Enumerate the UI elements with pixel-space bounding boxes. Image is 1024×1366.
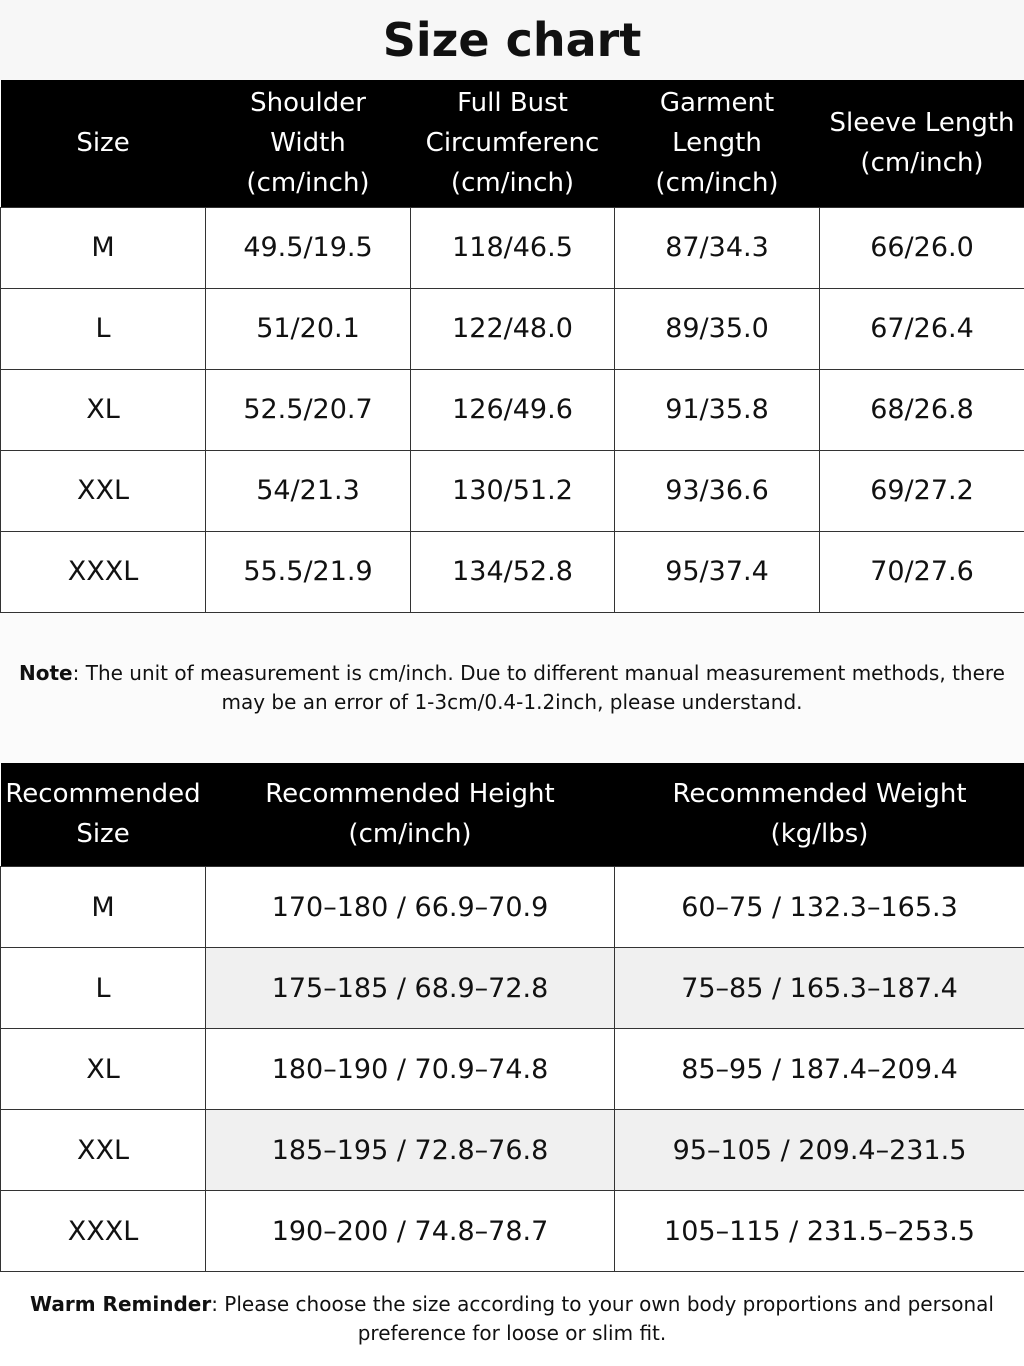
header-line: (cm/inch) [206,163,411,203]
header-line: Recommended [1,774,206,814]
cell: 185–195 / 72.8–76.8 [206,1110,615,1191]
cell: 95/37.4 [615,531,820,612]
reminder-text: Warm Reminder: Please choose the size ac… [30,1290,994,1348]
cell: 118/46.5 [411,207,615,288]
cell: XXXL [1,1191,206,1272]
header-line: Width [206,123,411,163]
cell: L [1,948,206,1029]
cell: 180–190 / 70.9–74.8 [206,1029,615,1110]
cell: 54/21.3 [206,450,411,531]
cell: 60–75 / 132.3–165.3 [615,867,1024,948]
note-body: : The unit of measurement is cm/inch. Du… [73,661,1005,714]
header-line: Garment [615,83,820,123]
header-cell: Size [1,80,206,207]
cell: 49.5/19.5 [206,207,411,288]
header-line: (cm/inch) [411,163,615,203]
title: Size chart [0,0,1024,80]
cell: 91/35.8 [615,369,820,450]
cell: 67/26.4 [820,288,1024,369]
header-line: Recommended Height [206,774,615,814]
cell: 75–85 / 165.3–187.4 [615,948,1024,1029]
header-line: Shoulder [206,83,411,123]
header-line: (kg/lbs) [615,814,1024,854]
cell: 89/35.0 [615,288,820,369]
note: Note: The unit of measurement is cm/inch… [0,613,1024,763]
header-line: (cm/inch) [820,143,1024,183]
cell: 69/27.2 [820,450,1024,531]
cell: 95–105 / 209.4–231.5 [615,1110,1024,1191]
cell: 51/20.1 [206,288,411,369]
cell: XL [1,1029,206,1110]
cell: 175–185 / 68.9–72.8 [206,948,615,1029]
header-line: Length [615,123,820,163]
header-line: Size [1,814,206,854]
reminder-body: : Please choose the size according to yo… [211,1292,994,1345]
cell: XL [1,369,206,450]
reminder-label: Warm Reminder [30,1292,211,1316]
header-line: Recommended Weight [615,774,1024,814]
cell: 134/52.8 [411,531,615,612]
header-line: Full Bust [411,83,615,123]
note-text: Note: The unit of measurement is cm/inch… [6,659,1018,717]
cell: 126/49.6 [411,369,615,450]
header-line: (cm/inch) [615,163,820,203]
cell: 105–115 / 231.5–253.5 [615,1191,1024,1272]
cell: 52.5/20.7 [206,369,411,450]
cell: XXXL [1,531,206,612]
note-label: Note [19,661,73,685]
cell: 70/27.6 [820,531,1024,612]
cell: M [1,207,206,288]
header-line: (cm/inch) [206,814,615,854]
header-line: Circumferenc [411,123,615,163]
cell: 190–200 / 74.8–78.7 [206,1191,615,1272]
cell: L [1,288,206,369]
reminder: Warm Reminder: Please choose the size ac… [0,1272,1024,1366]
cell: 170–180 / 66.9–70.9 [206,867,615,948]
cell: 85–95 / 187.4–209.4 [615,1029,1024,1110]
cell: 130/51.2 [411,450,615,531]
cell: 55.5/21.9 [206,531,411,612]
cell: 87/34.3 [615,207,820,288]
cell: M [1,867,206,948]
header-line: Size [1,123,206,163]
cell: XXL [1,1110,206,1191]
cell: 93/36.6 [615,450,820,531]
header-cell: Recommended Weight(kg/lbs) [615,763,1024,867]
cell: 122/48.0 [411,288,615,369]
cell: 66/26.0 [820,207,1024,288]
cell: XXL [1,450,206,531]
cell: 68/26.8 [820,369,1024,450]
header-cell: Sleeve Length(cm/inch) [820,80,1024,207]
header-line: Sleeve Length [820,103,1024,143]
header-cell: Recommended Height(cm/inch) [206,763,615,867]
